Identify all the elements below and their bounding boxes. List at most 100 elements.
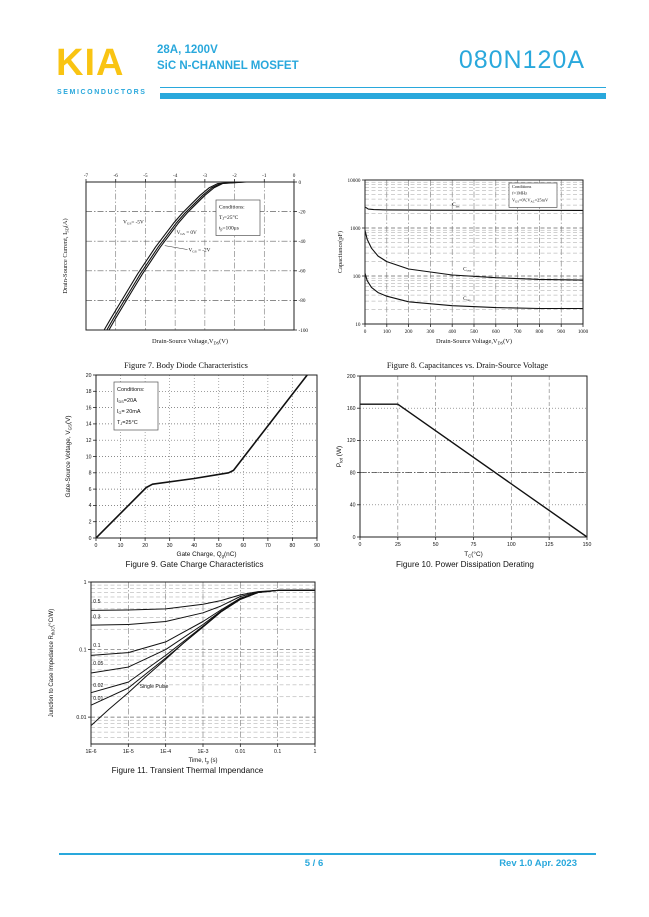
svg-text:90: 90 xyxy=(314,543,320,549)
svg-text:Junction to Case Impedance Rt: Junction to Case Impedance RthJC(°C/W) xyxy=(49,609,55,718)
svg-text:4: 4 xyxy=(89,503,92,509)
svg-text:10000: 10000 xyxy=(348,178,361,184)
svg-text:Drain-Source Voltage,VDS(V): Drain-Source Voltage,VDS(V) xyxy=(436,338,512,345)
svg-text:-40: -40 xyxy=(299,239,306,245)
svg-text:Crss: Crss xyxy=(463,296,471,302)
svg-text:-3: -3 xyxy=(203,173,208,179)
svg-text:VGS = 0V: VGS = 0V xyxy=(177,230,197,236)
header-rule-thick xyxy=(160,93,606,99)
svg-text:VGS= -5V: VGS= -5V xyxy=(123,219,144,225)
svg-text:0: 0 xyxy=(89,536,92,542)
revision-date: Rev 1.0 Apr. 2023 xyxy=(499,858,577,869)
svg-text:1: 1 xyxy=(314,749,317,755)
svg-text:-7: -7 xyxy=(84,173,89,179)
svg-text:80: 80 xyxy=(290,543,296,549)
svg-text:1E-4: 1E-4 xyxy=(160,749,171,755)
svg-text:80: 80 xyxy=(350,470,356,476)
svg-text:Ptot (W): Ptot (W) xyxy=(336,446,343,467)
svg-text:14: 14 xyxy=(86,422,92,428)
svg-text:150: 150 xyxy=(583,542,592,548)
svg-text:120: 120 xyxy=(347,438,356,444)
svg-text:100: 100 xyxy=(383,329,391,335)
svg-text:0.01: 0.01 xyxy=(76,715,86,721)
svg-text:IDS=20A: IDS=20A xyxy=(117,398,137,404)
svg-text:0.1: 0.1 xyxy=(93,643,100,649)
svg-text:0: 0 xyxy=(359,542,362,548)
svg-text:700: 700 xyxy=(514,329,522,335)
svg-text:-4: -4 xyxy=(173,173,178,179)
svg-text:100: 100 xyxy=(507,542,516,548)
svg-text:0: 0 xyxy=(364,329,367,335)
header-rule-thin xyxy=(160,87,606,89)
svg-text:400: 400 xyxy=(448,329,456,335)
figure-8-caption: Figure 8. Capacitances vs. Drain-Source … xyxy=(386,361,549,370)
figure-10-caption: Figure 10. Power Dissipation Derating xyxy=(396,560,534,569)
svg-text:0.1: 0.1 xyxy=(274,749,281,755)
svg-text:-6: -6 xyxy=(114,173,119,179)
svg-text:0.01: 0.01 xyxy=(235,749,245,755)
svg-text:50: 50 xyxy=(433,542,439,548)
svg-text:25: 25 xyxy=(395,542,401,548)
svg-text:600: 600 xyxy=(492,329,500,335)
svg-text:12: 12 xyxy=(86,438,92,444)
svg-text:-1: -1 xyxy=(262,173,267,179)
svg-text:6: 6 xyxy=(89,487,92,493)
svg-text:tp=100μs: tp=100μs xyxy=(219,226,239,232)
svg-text:TJ=25°C: TJ=25°C xyxy=(117,420,138,426)
svg-text:1: 1 xyxy=(84,580,87,586)
figure-10-power-derating-chart: 0 25 50 75 100 125 150 0 40 80 120 160 200 TC(°C) Ptot… xyxy=(334,368,596,560)
svg-text:0.5: 0.5 xyxy=(93,599,100,605)
svg-text:IG= 20mA: IG= 20mA xyxy=(117,409,141,415)
svg-text:0: 0 xyxy=(95,543,98,549)
footer-rule xyxy=(59,853,596,855)
svg-text:0: 0 xyxy=(299,180,302,186)
svg-text:-2: -2 xyxy=(232,173,237,179)
svg-text:0.1: 0.1 xyxy=(79,647,86,653)
svg-text:1E-5: 1E-5 xyxy=(123,749,134,755)
svg-text:200: 200 xyxy=(347,374,356,380)
device-rating: 28A, 1200V xyxy=(157,44,218,56)
svg-text:0.02: 0.02 xyxy=(93,683,103,689)
svg-text:125: 125 xyxy=(545,542,554,548)
svg-text:-5: -5 xyxy=(143,173,148,179)
svg-text:1000: 1000 xyxy=(350,226,361,232)
svg-text:TC(°C): TC(°C) xyxy=(464,550,482,558)
svg-text:-100: -100 xyxy=(299,328,309,334)
figure-8-capacitance-chart: 0 100 200 300 400 500 600 700 800 900 1000 10 100 100… xyxy=(335,168,600,350)
svg-text:Conditions: Conditions xyxy=(512,184,532,189)
svg-text:200: 200 xyxy=(405,329,413,335)
svg-text:1E-6: 1E-6 xyxy=(86,749,97,755)
figure-11-thermal-impedance-chart: 1E-6 1E-5 1E-4 1E-3 0.01 0.1 1 0.01 0.1 1 Time, tp… xyxy=(45,572,330,768)
svg-text:Drain-Source Current, ISD(A): Drain-Source Current, ISD(A) xyxy=(62,218,69,293)
svg-text:0: 0 xyxy=(293,173,296,179)
svg-text:18: 18 xyxy=(86,389,92,395)
svg-text:70: 70 xyxy=(265,543,271,549)
svg-text:75: 75 xyxy=(471,542,477,548)
svg-text:40: 40 xyxy=(350,503,356,509)
kia-logo: KIA xyxy=(56,42,125,84)
svg-text:900: 900 xyxy=(557,329,565,335)
svg-text:Capacitance(pF): Capacitance(pF) xyxy=(337,231,344,273)
svg-text:Drain-Source Voltage,VDS(V): Drain-Source Voltage,VDS(V) xyxy=(152,338,228,345)
svg-text:300: 300 xyxy=(427,329,435,335)
svg-text:Ciss: Ciss xyxy=(452,202,460,208)
svg-text:Conditions:: Conditions: xyxy=(117,387,145,393)
svg-text:20: 20 xyxy=(86,373,92,379)
svg-text:1000: 1000 xyxy=(578,329,589,335)
svg-text:0.01: 0.01 xyxy=(93,696,103,702)
figure-11-caption: Figure 11. Transient Thermal Impendance xyxy=(111,766,264,775)
figure-9-caption: Figure 9. Gate Charge Characteristics xyxy=(125,560,264,569)
svg-text:Single Pulse: Single Pulse xyxy=(140,684,169,690)
logo-subtitle: SEMICONDUCTORS xyxy=(57,89,147,96)
svg-text:VGS = -2V: VGS = -2V xyxy=(189,248,211,254)
svg-text:0.3: 0.3 xyxy=(93,614,100,620)
svg-text:VGS=0V,VAC=25mV: VGS=0V,VAC=25mV xyxy=(512,197,549,203)
part-number: 080N120A xyxy=(458,46,585,74)
svg-text:0: 0 xyxy=(353,535,356,541)
svg-text:160: 160 xyxy=(347,406,356,412)
svg-text:8: 8 xyxy=(89,471,92,477)
svg-text:TJ=25°C: TJ=25°C xyxy=(219,214,239,221)
svg-text:-60: -60 xyxy=(299,269,306,275)
svg-text:Gate-Source Voltage, VGS(V): Gate-Source Voltage, VGS(V) xyxy=(65,416,72,498)
